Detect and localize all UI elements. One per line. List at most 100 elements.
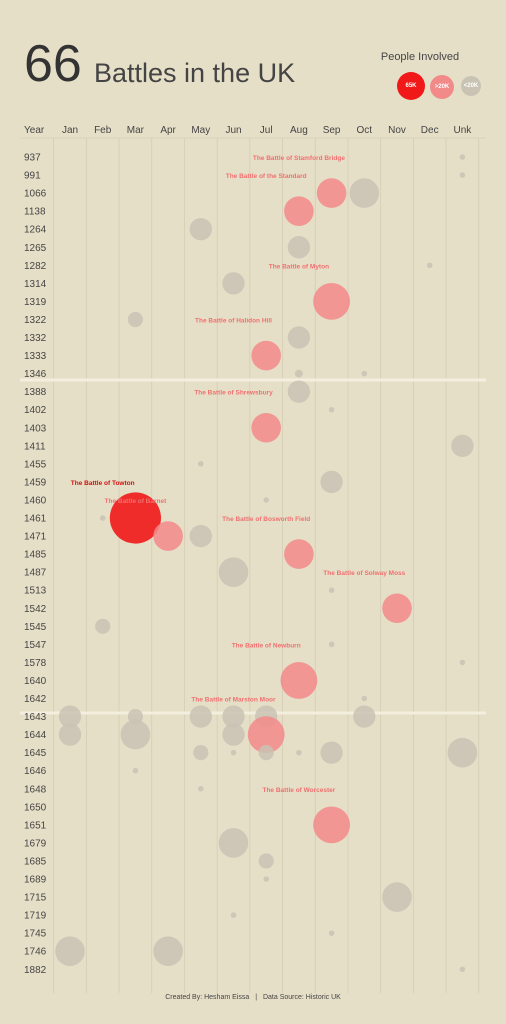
- year-tick-label: 1578: [24, 658, 47, 669]
- year-tick-label: 1485: [24, 550, 47, 561]
- year-tick-label: 1715: [24, 893, 47, 904]
- battle-point: [120, 719, 151, 750]
- battle-point: [230, 912, 237, 918]
- year-tick-label: 1455: [24, 459, 47, 470]
- year-tick-label: 1282: [24, 261, 47, 272]
- year-tick-label: 1719: [24, 911, 47, 922]
- battle-annotation: The Battle of Towton: [71, 480, 135, 487]
- year-tick-label: 1319: [24, 297, 47, 308]
- battle-annotation: The Battle of Bosworth Field: [222, 516, 310, 523]
- chart-title: Battles in the UK: [94, 58, 296, 88]
- battle-point: [287, 236, 311, 259]
- battle-point: [198, 785, 204, 792]
- battle-point: [447, 737, 478, 768]
- year-tick-label: 1679: [24, 838, 47, 849]
- battle-scatter-chart: Year Jan Feb Mar Apr May Jun Jul Aug Sep Oct Nov Dec…: [20, 125, 486, 993]
- battle-annotation: The Battle of Barnet: [105, 498, 168, 505]
- year-tick-label: 1513: [24, 586, 47, 597]
- battle-point: [296, 749, 302, 756]
- battle-point: [280, 662, 318, 699]
- legend-large-circle: 65K: [397, 72, 425, 100]
- battle-point: [328, 930, 335, 936]
- year-tick-label: 1388: [24, 387, 47, 398]
- battle-point: [99, 515, 106, 521]
- month-tick-label: May: [191, 125, 210, 136]
- year-tick-label: 1411: [24, 441, 46, 452]
- year-tick-label: 1640: [24, 676, 47, 687]
- legend-medium-circle: >20K: [430, 75, 454, 99]
- battle-point: [316, 178, 347, 208]
- battle-point: [263, 876, 270, 882]
- battle-point: [222, 705, 245, 728]
- year-tick-label: 1650: [24, 802, 47, 813]
- battle-point: [320, 741, 343, 764]
- month-tick-label: Oct: [357, 125, 373, 136]
- year-tick-label: 1643: [24, 712, 47, 723]
- month-tick-label: Jan: [62, 125, 78, 136]
- year-tick-label: 937: [24, 153, 41, 164]
- battle-point: [349, 178, 380, 208]
- battle-point: [313, 806, 350, 844]
- battle-point: [459, 154, 466, 160]
- battle-point: [132, 767, 139, 774]
- battle-point: [451, 434, 474, 457]
- year-tick-label: 1471: [24, 532, 47, 543]
- year-tick-label: 1746: [24, 947, 47, 958]
- year-tick-label: 1646: [24, 766, 47, 777]
- month-tick-label: Jul: [260, 125, 273, 136]
- month-tick-label: Apr: [160, 125, 176, 136]
- year-tick-label: 1645: [24, 748, 47, 759]
- year-tick-label: 1545: [24, 622, 47, 633]
- battle-point: [294, 369, 303, 378]
- battle-point: [189, 524, 212, 548]
- month-tick-label: Sep: [323, 125, 341, 136]
- battle-point: [153, 936, 183, 966]
- battle-point: [284, 539, 314, 569]
- year-tick-label: 1542: [24, 604, 47, 615]
- battle-point: [218, 557, 249, 587]
- year-tick-label: 1402: [24, 405, 47, 416]
- month-tick-label: Mar: [127, 125, 145, 136]
- year-tick-label: 1685: [24, 856, 47, 867]
- battle-annotation: The Battle of Myton: [269, 263, 329, 270]
- y-axis-title: Year: [24, 125, 45, 136]
- battle-point: [55, 936, 85, 966]
- battle-point: [263, 497, 270, 503]
- year-tick-label: 1651: [24, 820, 47, 831]
- battle-point: [313, 283, 350, 320]
- battle-point: [328, 587, 335, 593]
- battle-point: [222, 723, 245, 746]
- year-tick-label: 1332: [24, 333, 47, 344]
- year-tick-label: 1459: [24, 477, 47, 488]
- month-tick-label: Unk: [454, 125, 473, 136]
- battle-point: [58, 723, 82, 746]
- year-tick-label: 1264: [24, 225, 47, 236]
- battle-point: [320, 470, 343, 494]
- battle-point: [198, 461, 204, 467]
- battle-point: [361, 370, 368, 377]
- year-tick-label: 1333: [24, 351, 47, 362]
- footer-credit: Created By: Hesham Eissa: [165, 994, 250, 1001]
- year-tick-label: 1882: [24, 965, 47, 976]
- battle-point: [193, 745, 209, 761]
- battle-point: [459, 172, 466, 178]
- year-tick-label: 1547: [24, 640, 47, 651]
- battle-point: [95, 618, 111, 634]
- legend-small-circle: <20K: [461, 76, 481, 96]
- month-tick-label: Aug: [290, 125, 308, 136]
- battle-point: [353, 705, 376, 728]
- battle-point: [287, 380, 311, 403]
- footer-separator: |: [255, 994, 258, 1001]
- year-tick-label: 1265: [24, 243, 47, 254]
- year-tick-label: 1138: [24, 207, 46, 218]
- year-tick-label: 1642: [24, 694, 47, 705]
- year-tick-label: 1346: [24, 369, 47, 380]
- battle-point: [459, 966, 466, 973]
- battle-point: [328, 406, 335, 413]
- battle-point: [222, 272, 245, 295]
- battle-annotation: The Battle of Worcester: [262, 787, 335, 794]
- year-tick-label: 1403: [24, 423, 47, 434]
- battle-point: [258, 853, 274, 869]
- year-tick-label: 1461: [24, 514, 47, 525]
- battle-point: [251, 412, 281, 443]
